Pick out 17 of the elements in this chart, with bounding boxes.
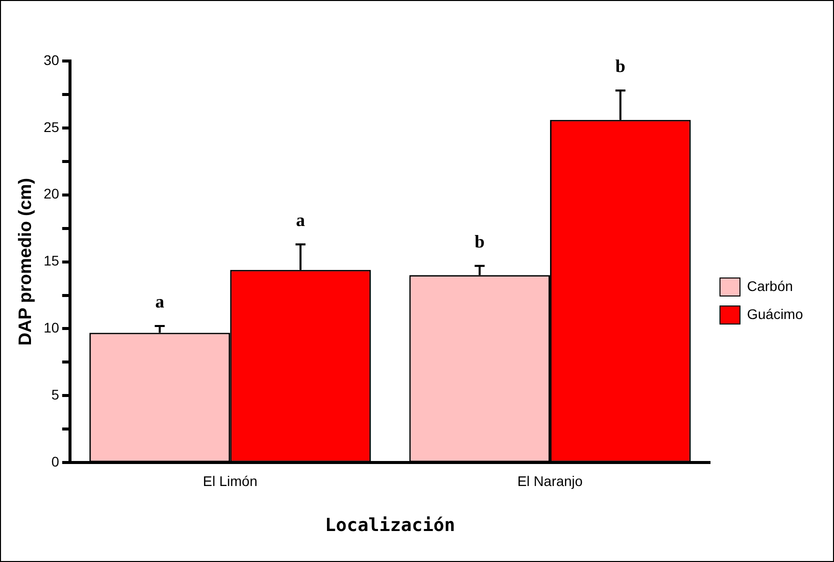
y-axis-title: DAP promedio (cm) [14,178,35,346]
y-tick-label: 30 [44,52,60,68]
y-tick-label: 20 [44,186,60,202]
legend-label: Guácimo [746,306,804,322]
y-tick-label: 10 [44,320,60,336]
y-tick-label: 15 [44,252,60,269]
y-tick-label: 0 [51,453,60,470]
x-axis-title: Localización [325,514,456,536]
x-tick-label: El Limón [202,472,258,489]
x-tick-label: El Naranjo [517,472,583,489]
annotation: a [155,292,164,312]
annotation: b [615,56,626,76]
legend-label: Carbón [746,278,793,294]
annotation: b [474,231,485,252]
y-tick-label: 5 [51,386,60,403]
annotation: a [296,210,306,230]
y-tick-label: 25 [44,118,60,135]
